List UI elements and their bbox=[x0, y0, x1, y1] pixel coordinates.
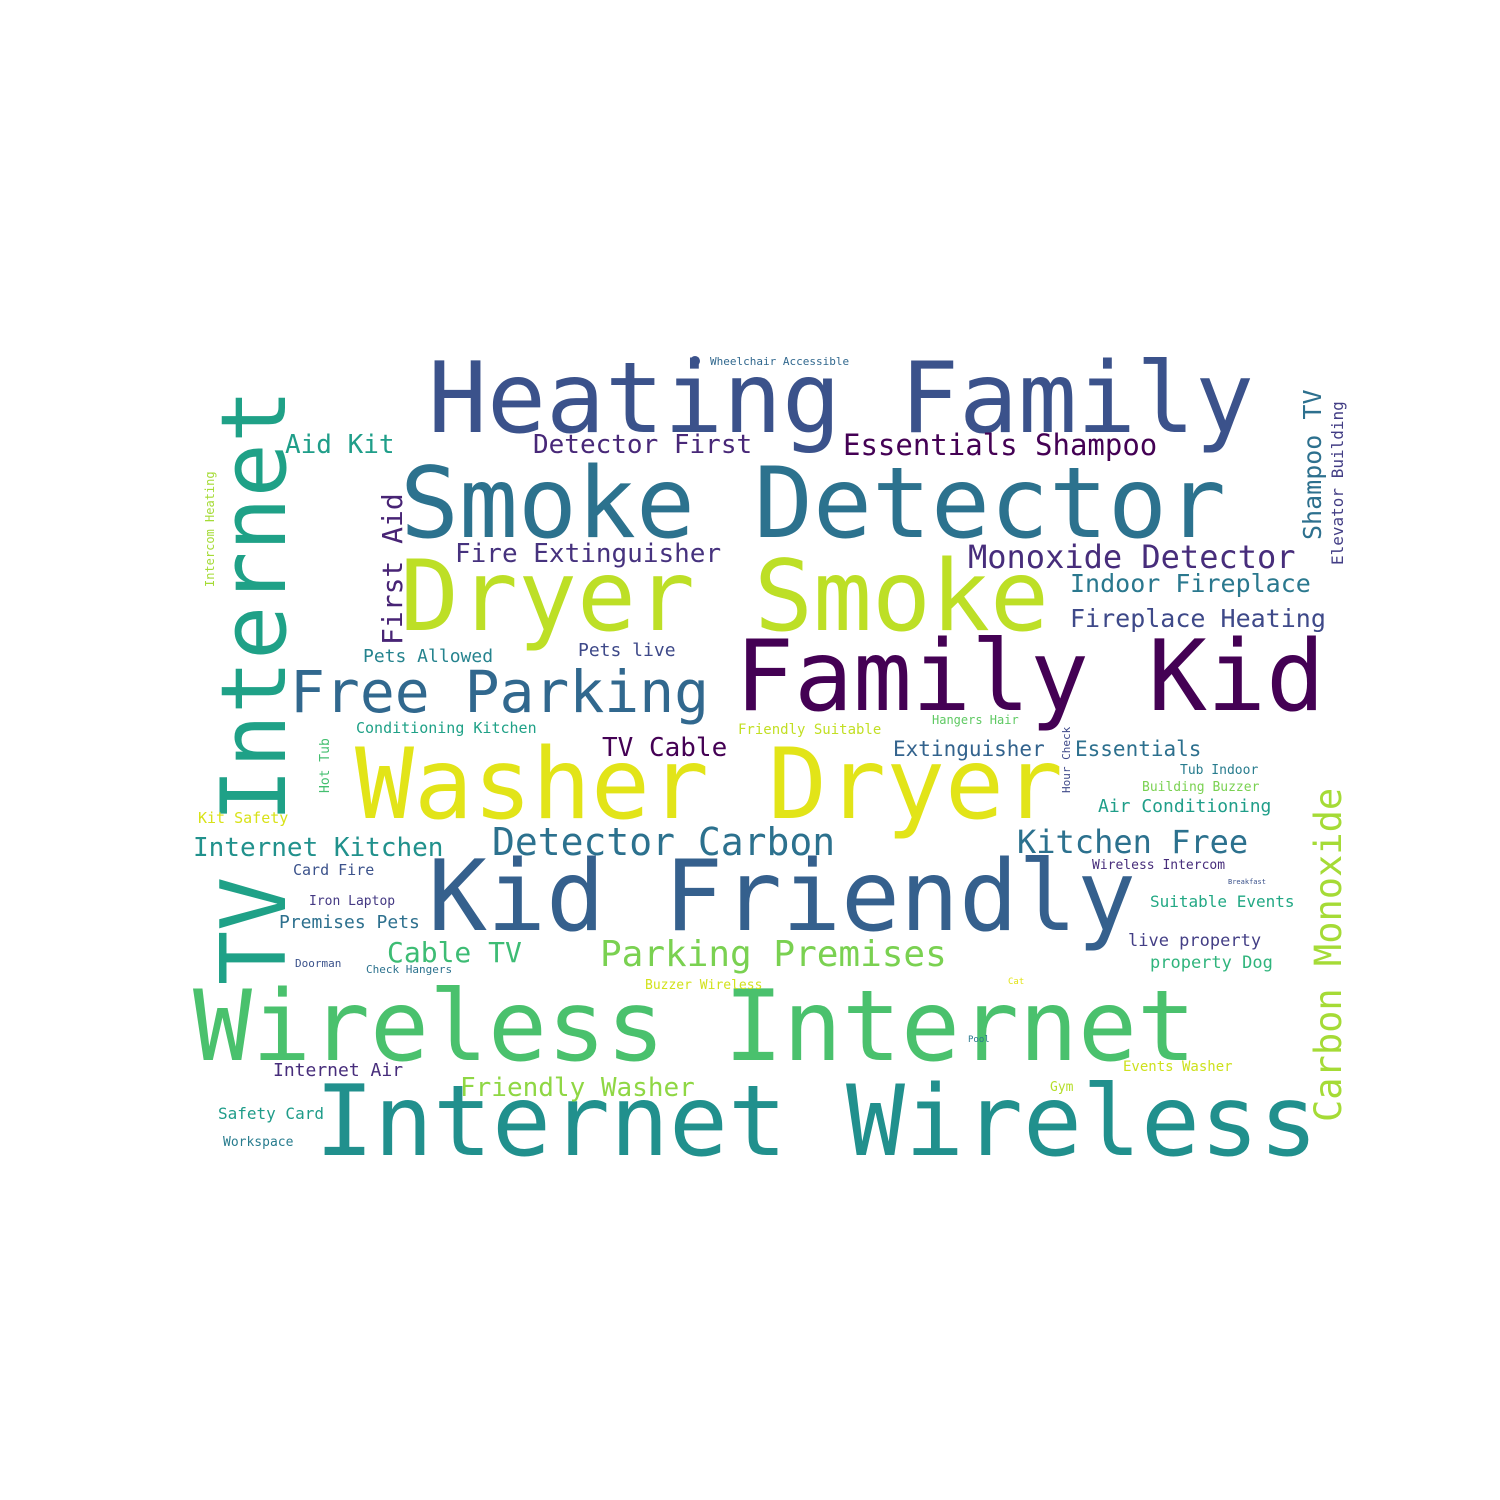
word-family-kid: Family Kid bbox=[735, 620, 1325, 734]
word-carbon-monoxide: Carbon Monoxide bbox=[1307, 788, 1350, 1122]
word-smoke-detector: Smoke Detector bbox=[400, 447, 1226, 561]
word-shampoo-tv: Shampoo TV bbox=[1298, 389, 1327, 540]
word-essentials-shampoo: Essentials Shampoo bbox=[843, 428, 1157, 462]
word-aid-kit: Aid Kit bbox=[285, 430, 395, 460]
word-workspace: Workspace bbox=[223, 1135, 294, 1150]
word-building-buzzer: Building Buzzer bbox=[1142, 780, 1260, 795]
word-monoxide-detector: Monoxide Detector bbox=[968, 538, 1296, 576]
word-kit-safety: Kit Safety bbox=[198, 809, 288, 827]
word-fire-extinguisher: Fire Extinguisher bbox=[455, 539, 721, 569]
word-conditioning-kitchen: Conditioning Kitchen bbox=[356, 719, 537, 737]
word-tv-internet: TV Internet bbox=[202, 389, 307, 985]
word-check-hangers: Check Hangers bbox=[366, 963, 452, 976]
word-fireplace-heating: Fireplace Heating bbox=[1070, 604, 1326, 633]
word-safety-card: Safety Card bbox=[218, 1104, 324, 1123]
word-internet-wireless: Internet Wireless bbox=[315, 1065, 1318, 1179]
word-dryer-smoke: Dryer Smoke bbox=[400, 540, 1049, 654]
word-cable-tv: Cable TV bbox=[387, 936, 522, 969]
word-internet-air: Internet Air bbox=[273, 1060, 403, 1081]
word-cat: Cat bbox=[1008, 977, 1024, 987]
word-washer-dryer: Washer Dryer bbox=[355, 728, 1063, 842]
word-premises-pets: Premises Pets bbox=[279, 912, 420, 933]
word-card-fire: Card Fire bbox=[293, 861, 374, 879]
word-breakfast: Breakfast bbox=[1228, 878, 1266, 886]
word-buzzer-wireless: Buzzer Wireless bbox=[645, 978, 762, 993]
word-doorman: Doorman bbox=[295, 957, 341, 970]
word-intercom-heating: Intercom Heating bbox=[203, 471, 217, 587]
word-kid-friendly: Kid Friendly bbox=[428, 840, 1136, 954]
word-elevator-building: Elevator Building bbox=[1328, 401, 1347, 565]
word-tv-cable: TV Cable bbox=[602, 733, 727, 763]
word-detector-first: Detector First bbox=[533, 430, 752, 460]
word-pool: Pool bbox=[968, 1035, 990, 1045]
word-kitchen-free: Kitchen Free bbox=[1017, 823, 1248, 861]
word-pets-allowed: Pets Allowed bbox=[363, 646, 493, 667]
word-wireless-internet: Wireless Internet bbox=[193, 970, 1196, 1084]
word-free-parking: Free Parking bbox=[290, 658, 709, 726]
word-tub-indoor: Tub Indoor bbox=[1180, 763, 1258, 778]
word-iron-laptop: Iron Laptop bbox=[309, 894, 395, 909]
word-live-property: live property bbox=[1128, 931, 1261, 951]
word-suitable-events: Suitable Events bbox=[1150, 892, 1295, 911]
word-internet-kitchen: Internet Kitchen bbox=[193, 833, 443, 863]
word-friendly-suitable: Friendly Suitable bbox=[738, 722, 881, 738]
word-gym: Gym bbox=[1050, 1080, 1074, 1095]
word-air-conditioning: Air Conditioning bbox=[1098, 796, 1271, 817]
word-events-washer: Events Washer bbox=[1123, 1059, 1233, 1075]
word-essentials: Essentials bbox=[1075, 737, 1201, 761]
bullet-dot bbox=[690, 356, 700, 366]
word-indoor-fireplace: Indoor Fireplace bbox=[1070, 569, 1311, 598]
word-hour-check: Hour Check bbox=[1060, 726, 1073, 793]
word-wireless-intercom: Wireless Intercom bbox=[1092, 858, 1225, 873]
word-hangers-hair: Hangers Hair bbox=[932, 713, 1019, 727]
word-detector-carbon: Detector Carbon bbox=[492, 820, 835, 864]
word-property-dog: property Dog bbox=[1150, 953, 1273, 973]
word-hot-tub: Hot Tub bbox=[318, 738, 333, 793]
word-parking-premises: Parking Premises bbox=[600, 934, 947, 975]
word-extinguisher: Extinguisher bbox=[893, 737, 1045, 761]
word-wheelchair-accessible: Wheelchair Accessible bbox=[710, 355, 849, 368]
word-pets-live: Pets live bbox=[578, 640, 676, 661]
word-friendly-washer: Friendly Washer bbox=[460, 1073, 695, 1103]
word-heating-family: Heating Family bbox=[428, 342, 1254, 456]
word-first-aid: First Aid bbox=[376, 493, 409, 645]
